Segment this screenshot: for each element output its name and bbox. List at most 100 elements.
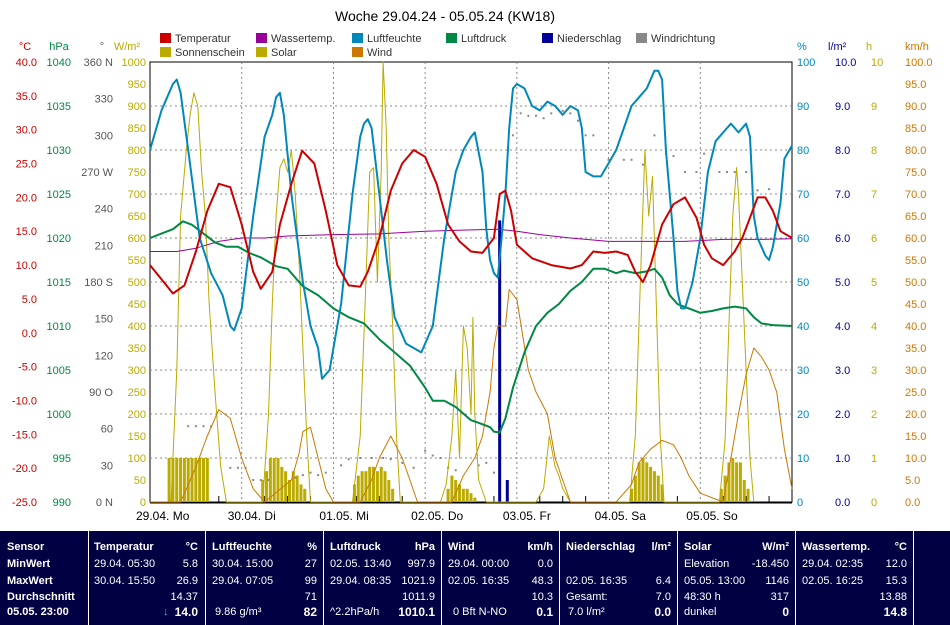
luftdruck-header: Luftdruck	[330, 541, 381, 553]
minwert-label: MinWert	[7, 558, 51, 570]
press-tick-label: 990	[53, 497, 71, 509]
hum-tick-label: 20	[797, 409, 809, 421]
hum-tick-label: 10	[797, 453, 809, 465]
wind-direction-point	[607, 158, 610, 161]
wind-direction-point	[439, 457, 442, 459]
sun-tick-label: 2	[871, 409, 877, 421]
wind-direction-point	[684, 171, 686, 173]
rain-tick-label: 5.0	[835, 277, 850, 289]
rain-tick-label: 9.0	[835, 101, 850, 113]
solar-tick-label: 700	[128, 189, 146, 201]
chart-title: Woche 29.04.24 - 05.05.24 (KW18)	[335, 8, 555, 24]
legend-swatch	[352, 33, 363, 43]
wind-direction-point	[641, 163, 644, 166]
legend-label: Luftfeuchte	[367, 33, 421, 45]
wind-tick-label: 30.0	[905, 365, 926, 377]
rain-tick-label: 7.0	[835, 189, 850, 201]
legend-label: Sonnenschein	[175, 47, 245, 59]
wind-direction-point	[745, 171, 748, 173]
niederschlag-max-value: 6.4	[655, 575, 671, 587]
sunshine-bar	[287, 480, 291, 502]
wind-min-value: 0.0	[537, 558, 553, 570]
sunshine-bar	[167, 458, 171, 502]
hum-tick-label: 0	[797, 497, 803, 509]
luftfeuchte-min-value: 27	[304, 558, 317, 570]
bars	[167, 220, 750, 502]
separator	[323, 531, 324, 625]
legend-swatch	[446, 33, 457, 43]
sun-tick-label: 9	[871, 101, 877, 113]
sun-tick-label: 7	[871, 189, 877, 201]
wind-direction-point	[340, 464, 343, 467]
wassertemp-max-time: 02.05. 16:25	[802, 575, 864, 587]
wind-direction-point	[412, 466, 415, 469]
solar-tick-label: 550	[128, 255, 146, 267]
niederschlag-unit: l/m²	[651, 541, 671, 553]
solar-tick-label: 150	[128, 431, 146, 443]
sunshine-bar	[375, 471, 379, 502]
solar-tick-label: 250	[128, 387, 146, 399]
legend-label: Niederschlag	[557, 33, 621, 45]
temp-tick-label: -10.0	[12, 395, 37, 407]
x-tick-label: 30.04. Di	[228, 509, 276, 523]
wind-tick-label: 100.0	[905, 57, 933, 69]
wind-direction-point	[187, 425, 190, 428]
press-tick-label: 1000	[47, 409, 71, 421]
niederschlag-header: Niederschlag	[566, 541, 636, 553]
legend-label: Wind	[367, 47, 392, 59]
sunshine-bar	[383, 471, 387, 502]
sunshine-bar	[458, 484, 462, 502]
niederschlag-total-label: Gesamt:	[566, 591, 608, 603]
temperatur-trend-icon: ↓	[163, 606, 169, 618]
wind-tick-label: 25.0	[905, 387, 926, 399]
x-tick-label: 01.05. Mi	[319, 509, 368, 523]
wind-direction-point	[726, 171, 729, 173]
sunshine-bar	[372, 466, 376, 502]
solar-tick-label: 500	[128, 277, 146, 289]
temp-axis-unit: °C	[19, 41, 31, 53]
dir-tick-label: 150	[95, 314, 113, 326]
x-tick-label: 03.05. Fr	[503, 509, 551, 523]
press-tick-label: 1020	[47, 233, 71, 245]
dir-tick-label: 60	[101, 424, 113, 436]
solar-tick-label: 950	[128, 79, 146, 91]
sun-tick-label: 6	[871, 233, 877, 245]
press-tick-label: 1040	[47, 57, 71, 69]
press-tick-label: 1035	[47, 101, 71, 113]
sunshine-bar	[461, 488, 465, 502]
sun-tick-label: 0	[871, 497, 877, 509]
sunshine-bar	[465, 488, 469, 502]
wind-header: Wind	[448, 541, 475, 553]
sunshine-bar	[660, 484, 664, 502]
sunshine-bar	[299, 484, 303, 502]
legend-swatch	[542, 33, 553, 43]
temp-tick-label: 40.0	[16, 57, 37, 69]
wind-direction-point	[550, 112, 553, 115]
sunshine-bar	[194, 458, 198, 502]
rain-tick-label: 6.0	[835, 233, 850, 245]
separator	[795, 531, 796, 625]
hum-tick-label: 80	[797, 145, 809, 157]
press-tick-label: 1015	[47, 277, 71, 289]
wind-average: 10.3	[531, 591, 553, 603]
sunshine-bar	[356, 475, 360, 502]
wind-direction-point	[382, 457, 385, 459]
rain-tick-label: 3.0	[835, 365, 850, 377]
temp-tick-label: 10.0	[16, 260, 37, 272]
wind-direction-point	[718, 171, 721, 173]
x-axis-labels: 29.04. Mo 30.04. Di 01.05. Mi 02.05. Do 03.0…	[136, 502, 792, 523]
wind-direction-point	[756, 189, 759, 192]
press-tick-label: 1030	[47, 145, 71, 157]
wassertemp-current: 14.8	[883, 605, 907, 619]
luftdruck-current: 1010.1	[398, 605, 435, 619]
sunshine-bar	[746, 488, 750, 502]
legend-swatch	[160, 47, 171, 57]
luftfeuchte-average: 71	[304, 591, 317, 603]
sunshine-bar	[280, 466, 284, 502]
wind-direction-point	[592, 134, 595, 137]
sunshine-bar	[360, 471, 364, 502]
wind-direction-point	[359, 457, 362, 459]
luftdruck-line	[149, 220, 793, 434]
current-time: 05.05. 23:00	[7, 606, 69, 618]
wind-tick-label: 80.0	[905, 145, 926, 157]
